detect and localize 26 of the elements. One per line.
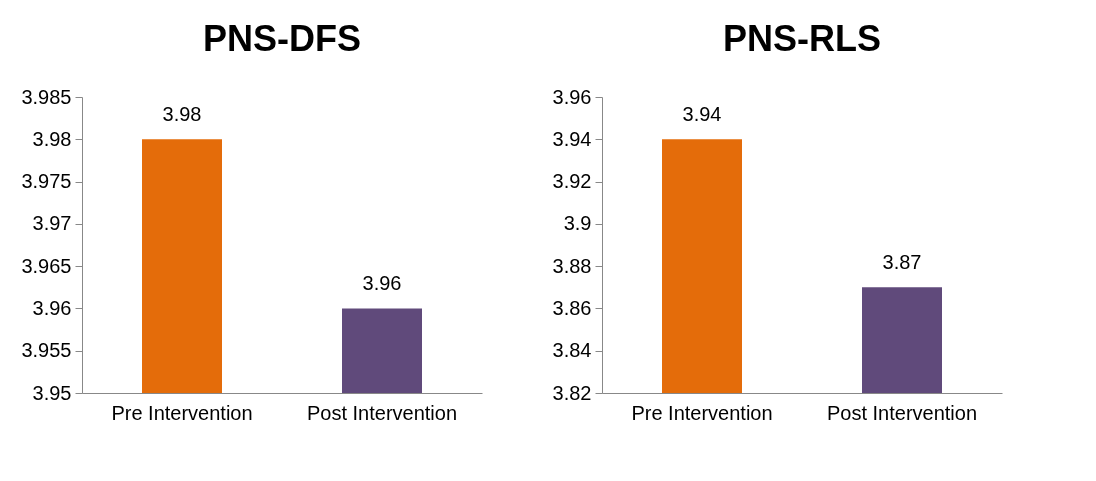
data-label: 3.94 bbox=[682, 103, 722, 126]
y-tick-label: 3.97 bbox=[32, 212, 72, 235]
y-tick-label: 3.965 bbox=[21, 254, 72, 277]
y-tick-label: 3.96 bbox=[552, 85, 592, 108]
chart-title: PNS-RLS bbox=[722, 18, 882, 59]
y-tick-label: 3.88 bbox=[552, 254, 592, 277]
y-tick-label: 3.92 bbox=[552, 170, 592, 193]
y-tick-label: 3.985 bbox=[21, 85, 72, 108]
y-tick-label: 3.975 bbox=[21, 170, 72, 193]
y-tick-label: 3.84 bbox=[552, 339, 592, 362]
x-tick-label: Post Intervention bbox=[826, 401, 978, 424]
x-tick-label: Post Intervention bbox=[306, 401, 458, 424]
y-tick-label: 3.9 bbox=[563, 212, 592, 235]
y-tick-label: 3.86 bbox=[552, 296, 592, 319]
y-tick-label: 3.98 bbox=[32, 127, 72, 150]
y-tick-label: 3.96 bbox=[32, 296, 72, 319]
data-label: 3.98 bbox=[162, 103, 202, 126]
chart-title: PNS-DFS bbox=[202, 18, 362, 59]
y-tick-label: 3.95 bbox=[32, 381, 72, 404]
data-label: 3.96 bbox=[362, 272, 402, 295]
y-tick-label: 3.82 bbox=[552, 381, 592, 404]
x-tick-label: Pre Intervention bbox=[631, 401, 773, 424]
x-tick-label: Pre Intervention bbox=[111, 401, 253, 424]
y-tick-label: 3.955 bbox=[21, 339, 72, 362]
y-tick-label: 3.94 bbox=[552, 127, 592, 150]
data-label: 3.87 bbox=[882, 251, 922, 274]
